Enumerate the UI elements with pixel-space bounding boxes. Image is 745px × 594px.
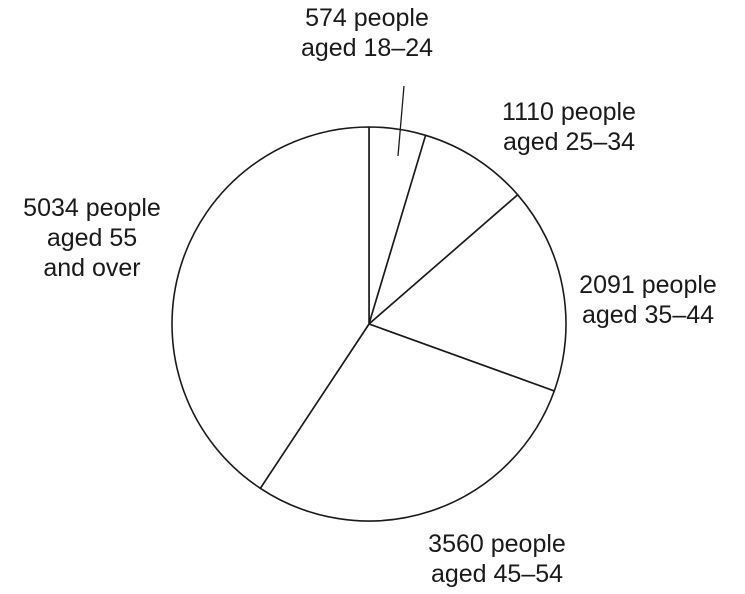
slice-label-line: and over xyxy=(43,254,140,282)
slice-labels: 574 people aged 18–24 1110 people aged 25–3… xyxy=(23,4,717,588)
leader-line-1 xyxy=(397,85,405,157)
slice-label-line: 2091 people xyxy=(579,271,717,299)
leader-lines xyxy=(397,85,405,157)
pie-slice-5 xyxy=(171,126,370,490)
pie-slice-4 xyxy=(259,323,556,522)
slice-label-line: 5034 people xyxy=(23,194,161,222)
slice-label-5: 5034 people aged 55 and over xyxy=(23,194,161,282)
slice-label-line: 1110 people xyxy=(502,98,636,126)
slice-label-line: aged 55 xyxy=(47,224,137,252)
slice-label-1: 574 people aged 18–24 xyxy=(301,4,433,62)
pie-slice-2 xyxy=(368,134,519,325)
slice-label-line: aged 35–44 xyxy=(582,301,714,329)
slice-label-3: 2091 people aged 35–44 xyxy=(579,271,717,329)
slice-label-line: aged 18–24 xyxy=(301,34,433,62)
slice-label-2: 1110 people aged 25–34 xyxy=(502,98,636,156)
pie-slices xyxy=(171,126,567,522)
slice-label-line: aged 45–54 xyxy=(431,560,563,588)
pie-slice-3 xyxy=(368,193,567,392)
slice-label-line: aged 25–34 xyxy=(503,128,635,156)
slice-label-4: 3560 people aged 45–54 xyxy=(428,530,566,588)
slice-label-line: 574 people xyxy=(305,4,429,32)
slice-label-line: 3560 people xyxy=(428,530,566,558)
